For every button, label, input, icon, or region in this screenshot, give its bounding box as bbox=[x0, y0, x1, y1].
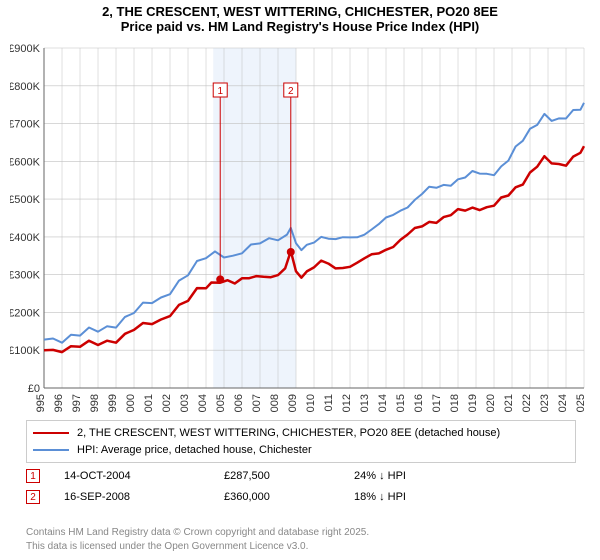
y-tick-label: £600K bbox=[10, 156, 41, 168]
legend-label: HPI: Average price, detached house, Chic… bbox=[77, 442, 312, 459]
y-tick-label: £200K bbox=[10, 307, 41, 319]
sale-marker-num: 2 bbox=[288, 86, 294, 97]
x-tick-label: 2005 bbox=[215, 394, 227, 412]
sale-diff: 24% ↓ HPI bbox=[354, 466, 484, 487]
x-tick-label: 2024 bbox=[557, 394, 569, 412]
sales-table: 1 14-OCT-2004£287,50024% ↓ HPI 2 16-SEP-200… bbox=[26, 466, 576, 508]
x-tick-label: 1996 bbox=[53, 394, 65, 412]
x-tick-label: 2004 bbox=[197, 394, 209, 412]
x-tick-label: 2000 bbox=[125, 394, 137, 412]
sale-marker: 2 bbox=[26, 490, 40, 504]
x-tick-label: 1997 bbox=[71, 394, 83, 412]
legend-swatch bbox=[33, 449, 69, 451]
x-tick-label: 2010 bbox=[305, 394, 317, 412]
x-tick-label: 2025 bbox=[575, 394, 587, 412]
y-tick-label: £700K bbox=[10, 119, 41, 131]
x-tick-label: 2009 bbox=[287, 394, 299, 412]
x-tick-label: 2020 bbox=[485, 394, 497, 412]
sale-row: 1 14-OCT-2004£287,50024% ↓ HPI bbox=[26, 466, 576, 487]
x-tick-label: 2015 bbox=[395, 394, 407, 412]
legend-swatch bbox=[33, 432, 69, 434]
sale-price: £287,500 bbox=[224, 466, 354, 487]
legend-label: 2, THE CRESCENT, WEST WITTERING, CHICHES… bbox=[77, 425, 500, 442]
x-tick-label: 1998 bbox=[89, 394, 101, 412]
x-tick-label: 2018 bbox=[449, 394, 461, 412]
y-tick-label: £0 bbox=[28, 383, 40, 395]
sale-diff: 18% ↓ HPI bbox=[354, 487, 484, 508]
x-tick-label: 2017 bbox=[431, 394, 443, 412]
x-tick-label: 2023 bbox=[539, 394, 551, 412]
footer: Contains HM Land Registry data © Crown c… bbox=[26, 526, 369, 554]
x-tick-label: 2007 bbox=[251, 394, 263, 412]
chart-svg: £0 £100K £200K £300K £400K £500K £600K £700K £80… bbox=[10, 42, 590, 412]
y-tick-label: £100K bbox=[10, 345, 41, 357]
x-tick-label: 2013 bbox=[359, 394, 371, 412]
x-tick-label: 2002 bbox=[161, 394, 173, 412]
y-tick-label: £300K bbox=[10, 270, 41, 282]
x-tick-label: 2006 bbox=[233, 394, 245, 412]
x-tick-label: 2021 bbox=[503, 394, 515, 412]
y-tick-label: £500K bbox=[10, 194, 41, 206]
sale-date: 14-OCT-2004 bbox=[64, 466, 224, 487]
x-tick-label: 2011 bbox=[323, 394, 335, 412]
y-tick-label: £400K bbox=[10, 232, 41, 244]
sale-row: 2 16-SEP-2008£360,00018% ↓ HPI bbox=[26, 487, 576, 508]
footer-line-1: Contains HM Land Registry data © Crown c… bbox=[26, 526, 369, 540]
sale-marker-dot bbox=[216, 275, 224, 283]
chart-title-1: 2, THE CRESCENT, WEST WITTERING, CHICHES… bbox=[0, 0, 600, 19]
x-tick-label: 2016 bbox=[413, 394, 425, 412]
footer-line-2: This data is licensed under the Open Gov… bbox=[26, 540, 369, 554]
sale-marker-num: 1 bbox=[217, 86, 223, 97]
x-tick-label: 2008 bbox=[269, 394, 281, 412]
sale-date: 16-SEP-2008 bbox=[64, 487, 224, 508]
sale-price: £360,000 bbox=[224, 487, 354, 508]
sale-marker: 1 bbox=[26, 469, 40, 483]
highlight-band bbox=[213, 48, 296, 388]
y-tick-label: £800K bbox=[10, 81, 41, 93]
chart-title-2: Price paid vs. HM Land Registry's House … bbox=[0, 19, 600, 34]
x-tick-label: 1999 bbox=[107, 394, 119, 412]
legend-row: HPI: Average price, detached house, Chic… bbox=[33, 442, 569, 459]
legend-row: 2, THE CRESCENT, WEST WITTERING, CHICHES… bbox=[33, 425, 569, 442]
x-tick-label: 2003 bbox=[179, 394, 191, 412]
x-tick-label: 2022 bbox=[521, 394, 533, 412]
legend: 2, THE CRESCENT, WEST WITTERING, CHICHES… bbox=[26, 420, 576, 463]
x-tick-label: 2019 bbox=[467, 394, 479, 412]
x-tick-label: 2001 bbox=[143, 394, 155, 412]
x-tick-label: 2014 bbox=[377, 394, 389, 412]
x-tick-label: 2012 bbox=[341, 394, 353, 412]
x-tick-label: 1995 bbox=[35, 394, 47, 412]
sale-marker-dot bbox=[287, 248, 295, 256]
y-tick-label: £900K bbox=[10, 43, 41, 55]
chart: £0 £100K £200K £300K £400K £500K £600K £700K £80… bbox=[10, 42, 590, 412]
